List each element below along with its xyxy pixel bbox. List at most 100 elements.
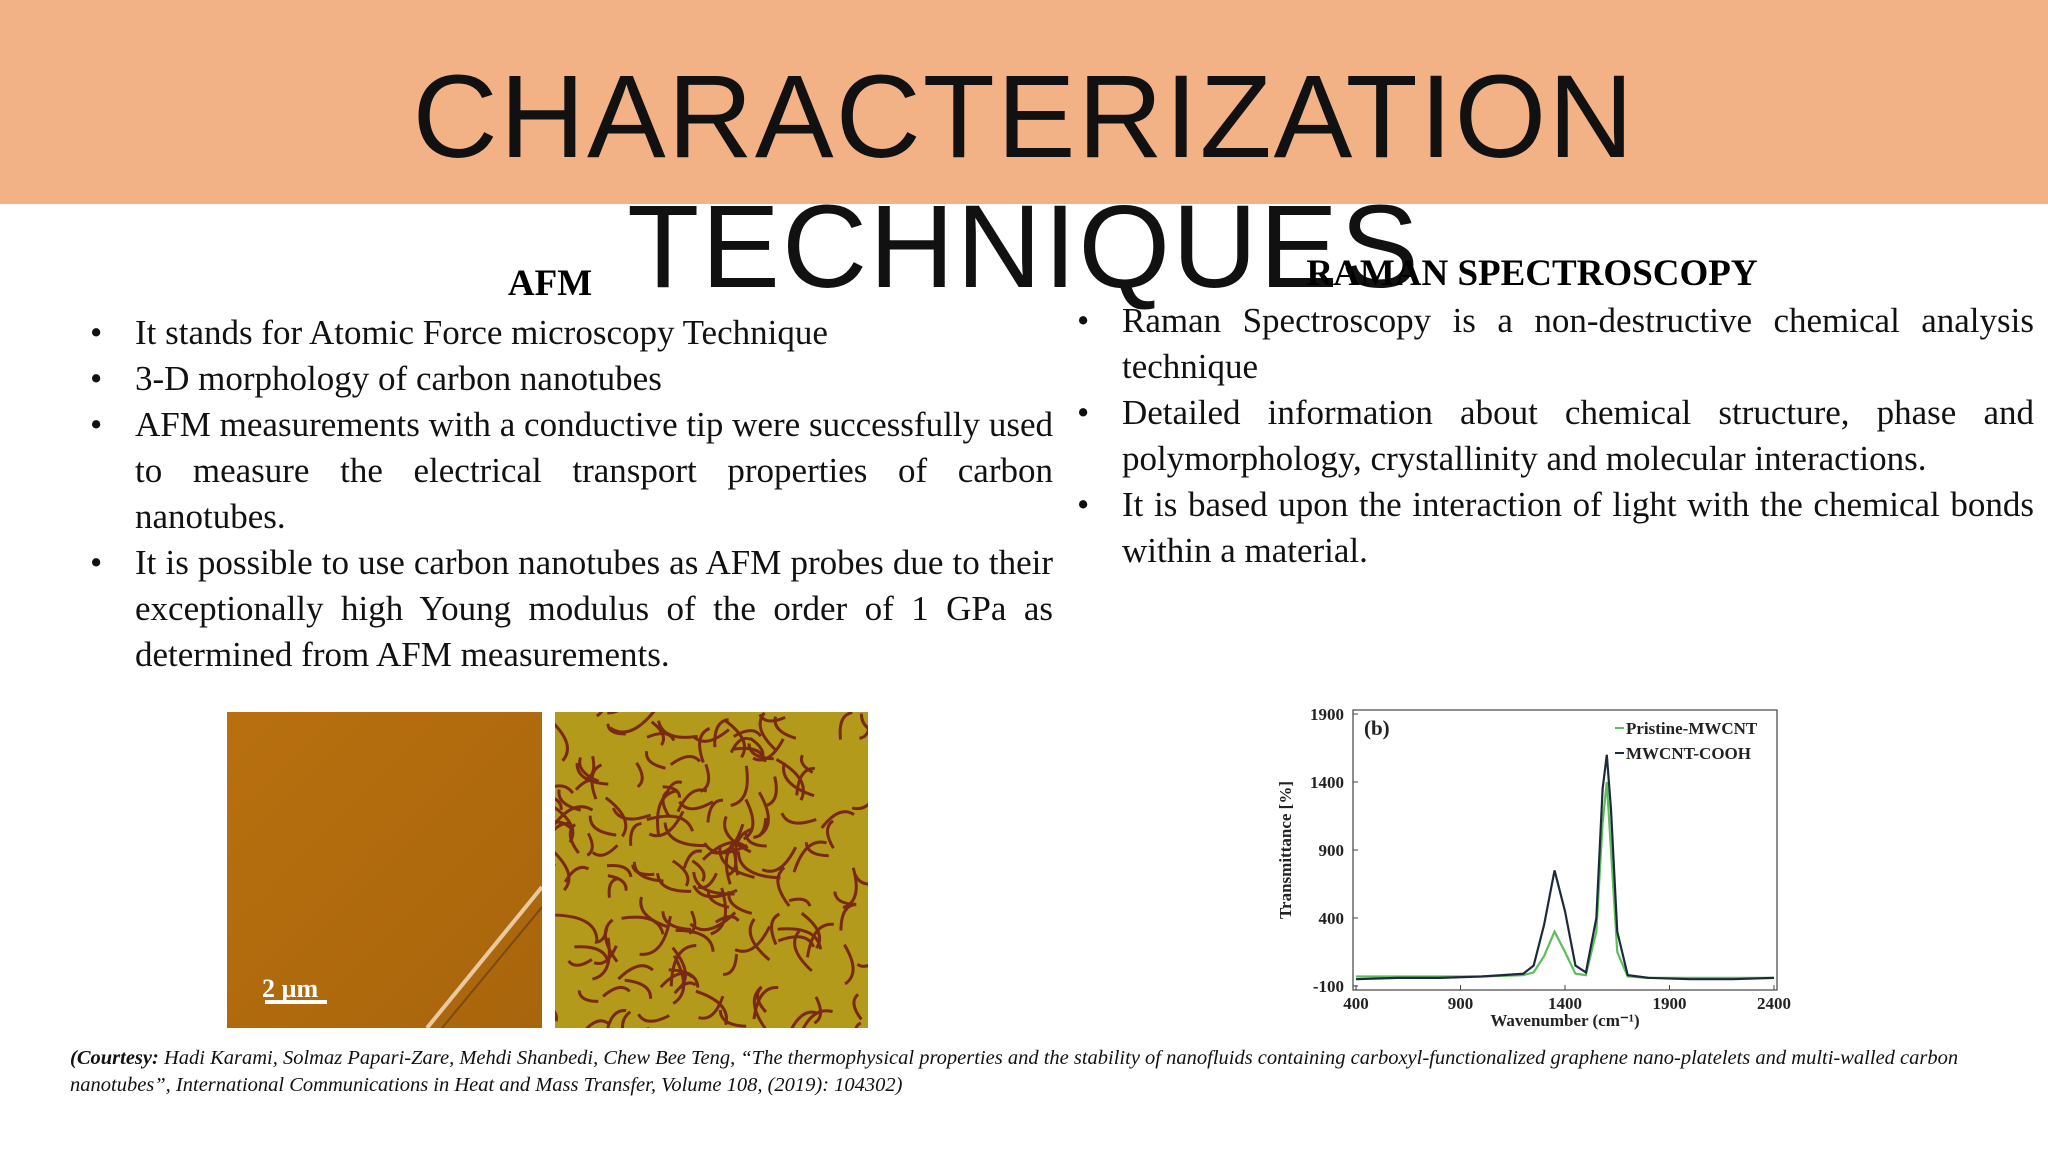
texture: [701, 841, 749, 861]
texture: [588, 815, 617, 837]
bullet: Detailed information about chemical stru…: [1077, 390, 2034, 482]
texture: [718, 1009, 747, 1028]
texture: [682, 849, 703, 869]
texture: [678, 800, 714, 811]
texture: [595, 712, 604, 718]
texture: [722, 954, 739, 977]
texture: [656, 789, 677, 836]
texture: [602, 985, 631, 998]
texture: [753, 817, 768, 839]
bullet: It is based upon the interaction of ligh…: [1077, 482, 2034, 574]
texture: [555, 821, 572, 832]
texture: [859, 713, 868, 730]
texture: [792, 840, 827, 873]
texture: [777, 935, 815, 948]
slide-title: CHARACTERIZATION TECHNIQUES: [412, 51, 1636, 313]
texture: [568, 823, 580, 854]
texture: [609, 712, 656, 734]
texture: [617, 964, 654, 981]
texture: [698, 995, 725, 1020]
texture: [578, 756, 600, 783]
texture: [590, 763, 603, 800]
texture: [661, 789, 671, 817]
texture: [635, 762, 644, 789]
y-tick-label: 1400: [1310, 773, 1344, 792]
texture: [567, 958, 593, 967]
texture: [776, 866, 791, 907]
texture: [594, 925, 609, 944]
bullet: It is possible to use carbon nanotubes a…: [90, 540, 1053, 678]
texture: [591, 937, 611, 981]
texture: [795, 766, 815, 796]
texture: [799, 754, 814, 774]
raman-heading: RAMAN SPECTROSCOPY: [1306, 253, 1758, 294]
texture: [648, 810, 685, 838]
texture: [765, 776, 778, 807]
afm-image-left: 2 µm: [227, 712, 542, 1028]
texture: [856, 963, 868, 968]
texture: [838, 712, 853, 740]
texture: [790, 1010, 819, 1028]
texture: [557, 789, 582, 812]
texture: [650, 720, 665, 746]
scale-label: 2 µm: [262, 974, 318, 1003]
texture: [646, 814, 694, 832]
afm-image-right: [555, 712, 868, 1028]
bullet: Raman Spectroscopy is a non-destructive …: [1077, 298, 2034, 390]
y-tick-label: -100: [1313, 977, 1344, 996]
texture: [706, 798, 724, 823]
x-tick-label: 1900: [1653, 994, 1687, 1013]
bullet: 3-D morphology of carbon nanotubes: [90, 356, 1053, 402]
texture: [673, 981, 697, 995]
y-tick-label: 1900: [1310, 705, 1344, 724]
texture: [584, 755, 596, 781]
x-tick-label: 2400: [1757, 994, 1791, 1013]
texture: [730, 765, 749, 807]
texture: [800, 912, 822, 949]
texture: [646, 732, 676, 742]
texture: [752, 738, 785, 762]
texture: [729, 736, 751, 754]
y-tick-label: 400: [1319, 909, 1345, 928]
texture: [555, 722, 569, 762]
texture: [607, 874, 628, 891]
texture: [699, 763, 711, 793]
texture: [825, 819, 835, 849]
bullet: It stands for Atomic Force microscopy Te…: [90, 310, 1053, 356]
texture: [555, 850, 571, 892]
afm-heading: AFM: [507, 263, 593, 304]
texture: [734, 925, 772, 953]
texture: [839, 903, 857, 931]
texture: [624, 978, 653, 999]
texture: [663, 822, 708, 848]
texture: [611, 807, 652, 821]
texture: [732, 729, 763, 738]
texture: [736, 851, 781, 880]
texture: [606, 1009, 627, 1028]
texture: [621, 915, 665, 935]
texture: [744, 833, 767, 848]
texture: [629, 821, 642, 846]
header-band: [0, 0, 2048, 204]
texture: [662, 785, 682, 798]
texture: [555, 1010, 558, 1022]
texture: [755, 987, 768, 1014]
texture: [793, 930, 813, 973]
texture: [606, 723, 626, 736]
texture: [747, 743, 774, 761]
texture: [777, 927, 823, 950]
series-line: [1355, 754, 1775, 981]
texture: [577, 990, 599, 1003]
raman-bullets: Raman Spectroscopy is a non-destructive …: [1077, 298, 2034, 574]
texture: [661, 911, 692, 931]
texture: [851, 802, 868, 811]
texture: [804, 842, 829, 858]
texture: [555, 913, 599, 941]
texture: [801, 1009, 833, 1028]
texture: [591, 844, 619, 857]
citation-text: Hadi Karami, Solmaz Papari-Zare, Mehdi S…: [70, 1047, 1959, 1096]
texture: [843, 943, 855, 986]
x-tick-label: 400: [1343, 994, 1369, 1013]
texture: [782, 762, 815, 798]
texture: [555, 797, 563, 811]
